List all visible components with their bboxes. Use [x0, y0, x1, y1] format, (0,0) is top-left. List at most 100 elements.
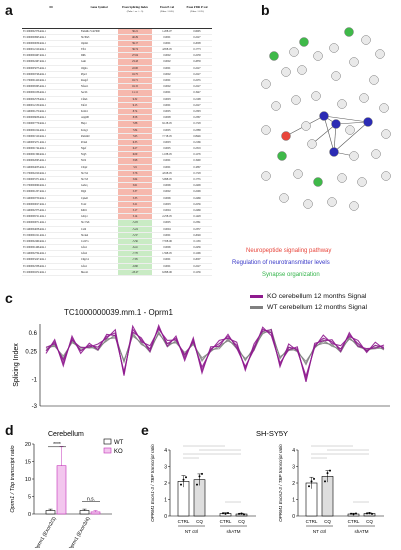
table-cell: 9.15 — [118, 102, 152, 109]
table-cell: 16.15 — [118, 83, 152, 91]
table-row: TC1000006721.mm.1 Gbrp1 5.14 2.25E-05 0.1428 — [22, 213, 212, 221]
data-point — [308, 485, 310, 488]
legend-swatch-ko — [250, 295, 263, 298]
network-node — [313, 177, 323, 187]
table-cell: Gabrq — [80, 182, 118, 190]
table-row: TC1000002376.mm.1 Fam49c-Vda7000 30.21 1.20… — [22, 28, 212, 35]
table-cell: 0.2227 — [182, 263, 212, 270]
table-cell: 7.71E-05 — [152, 133, 182, 140]
network-node — [379, 103, 389, 113]
table-cell: 0.2007 — [182, 256, 212, 264]
table-header-cell: Gene Symbol — [80, 4, 118, 29]
y-tick-label: 1 — [292, 498, 295, 504]
table-row: TC1000001369.mm.1 Nrg3 6.09 1.18E-05 0.1276 — [22, 151, 212, 159]
data-point — [182, 478, 185, 481]
data-point — [240, 512, 243, 515]
table-cell: 27.04 — [118, 52, 152, 60]
table-cell: Dhh — [80, 52, 118, 60]
table-cell: TC1000000472.mm.1 — [22, 269, 80, 277]
table-row: TC1500001520.mm.1 Pam240 7.65 7.71E-05 0.094… — [22, 133, 212, 140]
table-row: TC1400004658.mm.1 Car9 -5.24 0.0004 0.2357 — [22, 226, 212, 233]
table-cell: 5.14 — [118, 213, 152, 221]
table-cell: TC1500001520.mm.1 — [22, 133, 80, 140]
panel-c-title: TC1000000039.mm.1 - Oprm1 — [64, 308, 173, 317]
ko-series-line — [45, 324, 385, 378]
data-point — [243, 513, 245, 516]
table-row: TC1500005371.mm.1 Slc7a3 5.64 5.99E-05 0.175… — [22, 176, 212, 184]
table-cell: 5.99E-05 — [152, 176, 182, 184]
data-point — [350, 512, 352, 515]
table-cell: Col27a — [80, 238, 118, 246]
table-cell: 0.1990 — [182, 157, 212, 165]
table-row: TC1600012130.mm.1 Tafa5 9.15 0.0001 0.2227 — [22, 102, 212, 109]
network-legend-label: Regulation of neurotransmitter levels — [232, 260, 330, 266]
network-node — [289, 47, 299, 57]
table-header-cell: ID — [22, 4, 80, 29]
table-cell: Oprm1 — [80, 40, 118, 48]
bar-ko — [56, 465, 67, 515]
table-cell: Kcnb1 — [80, 108, 118, 116]
table-cell: 0.0005 — [152, 219, 182, 227]
table-cell: TC1000001744.mm.1 — [22, 145, 80, 153]
y-tick-label: 20 — [25, 442, 31, 448]
table-cell: -5.03 — [118, 219, 152, 227]
legend-swatch — [103, 447, 112, 454]
table-cell: 0.0001 — [152, 102, 182, 109]
string-network-diagram — [261, 27, 391, 211]
table-cell: 5.35 — [118, 195, 152, 202]
y-axis-label: Splicing Index — [13, 343, 20, 387]
x-tick-label: CQ — [324, 519, 331, 524]
table-cell: 0.0001 — [152, 89, 182, 97]
legend-label: KO — [114, 449, 123, 455]
network-edge — [323, 115, 369, 123]
panel-letter-e: e — [141, 422, 149, 438]
table-cell: TC1000000467.mm.1 — [22, 52, 80, 60]
table-cell: 0.2361 — [182, 219, 212, 227]
panel-c-legend-ko: KO cerebellum 12 months Signal — [250, 293, 366, 300]
table-row: TC1000001466.mm.1 Gfra1 -6.41 0.0006 0.2436 — [22, 244, 212, 252]
group-label: NT ctrl — [313, 529, 326, 534]
data-point — [185, 476, 187, 479]
data-point — [313, 477, 315, 480]
table-cell: 0.0002 — [152, 71, 182, 79]
table-cell: Kcng1 — [80, 127, 118, 134]
table-cell: Rasgrf — [80, 77, 118, 85]
table-cell: 0.2409 — [182, 182, 212, 190]
bar-wt — [45, 510, 56, 515]
table-cell: 5.37 — [118, 188, 152, 196]
table-cell: 0.0006 — [152, 195, 182, 202]
table-cell: 0.2227 — [182, 102, 212, 109]
table-cell: 6.09 — [118, 151, 152, 159]
network-node — [369, 75, 379, 85]
y-tick-label: -3 — [32, 404, 38, 410]
table-cell: 0.2198 — [182, 96, 212, 103]
table-cell: Dlg2 — [80, 188, 118, 196]
table-cell: TC1000000746.mm.1 — [22, 71, 80, 79]
table-cell: 0.2258 — [182, 52, 212, 60]
y-tick-label: 2 — [164, 481, 167, 487]
data-point — [310, 480, 313, 483]
data-point — [355, 512, 357, 515]
network-node — [357, 177, 367, 187]
data-point — [227, 512, 229, 515]
table-cell: TC1000012120.mm.1 — [22, 46, 80, 54]
network-node — [299, 37, 309, 47]
table-cell: 0.0001 — [152, 65, 182, 72]
table-cell: 8.12E-05 — [152, 120, 182, 128]
network-node — [359, 93, 369, 103]
table-row: TC1000001636.mm.1 Sec2b 11.11 0.0001 0.1947 — [22, 89, 212, 97]
table-cell: 0.0008 — [152, 114, 182, 122]
data-point — [368, 512, 371, 515]
table-cell: TC1700000060.mm.1 — [22, 182, 80, 190]
table-row: TC1000002460.mm.1 Col27a -5.56 7.35E-06 0.11… — [22, 238, 212, 246]
table-cell: TC1000002578.mm.1 — [22, 96, 80, 103]
network-node — [303, 199, 313, 209]
network-node — [349, 201, 359, 211]
table-row: TC1500007779.mm.1 Hap1 7.88 8.12E-05 0.1728 — [22, 120, 212, 128]
signif-label: n.s. — [87, 497, 95, 503]
y-tick-label: 0 — [164, 514, 167, 520]
table-cell: 0.1728 — [182, 170, 212, 178]
table-cell: TC1000002065.mm.1 — [22, 157, 80, 165]
table-cell: 0.2008 — [182, 40, 212, 48]
network-node — [349, 151, 359, 161]
